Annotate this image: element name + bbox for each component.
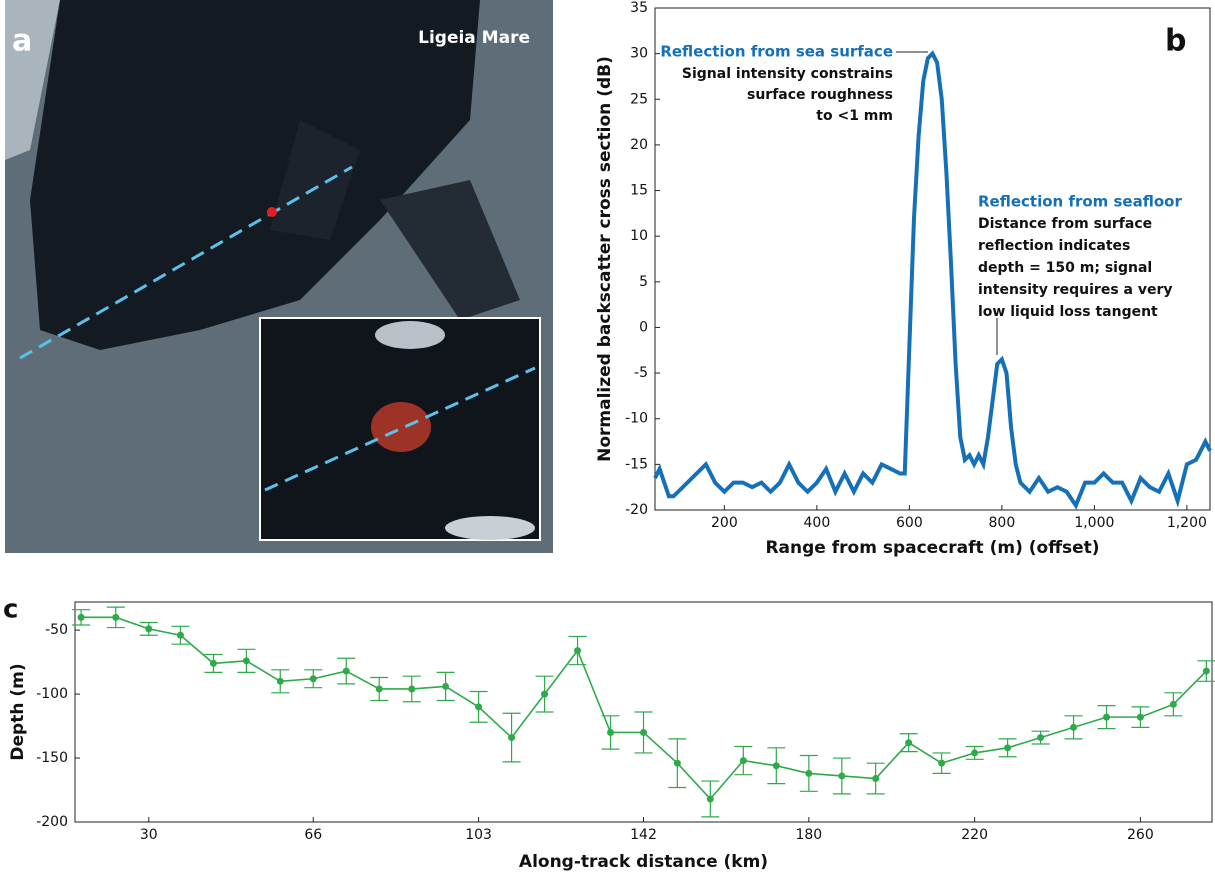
y-tick-label: -5 xyxy=(634,365,648,381)
depth-point xyxy=(145,625,153,633)
depth-point xyxy=(276,677,284,685)
depth-point xyxy=(673,759,681,767)
y-tick-label: -150 xyxy=(36,750,68,766)
inset-blob xyxy=(375,321,445,349)
y-tick-label: -200 xyxy=(36,814,68,830)
y-tick-label: -50 xyxy=(45,622,68,638)
depth-point xyxy=(541,690,549,698)
annotation-title: Reflection from sea surface xyxy=(660,43,893,61)
y-tick-label: -10 xyxy=(625,411,648,427)
x-tick-label: 220 xyxy=(961,827,988,843)
y-tick-label: 20 xyxy=(630,137,648,153)
x-tick-label: 66 xyxy=(304,827,322,843)
depth-point xyxy=(242,657,250,665)
depth-point xyxy=(442,682,450,690)
y-tick-label: 5 xyxy=(639,274,648,290)
depth-point xyxy=(1004,744,1012,752)
inset-track xyxy=(264,366,536,492)
x-axis-label: Along-track distance (km) xyxy=(519,852,768,872)
x-tick-label: 30 xyxy=(140,827,158,843)
annotation-text: Distance from surface xyxy=(978,216,1152,232)
depth-point xyxy=(574,647,582,655)
depth-point xyxy=(971,749,979,757)
sea-arm xyxy=(270,120,360,240)
depth-point xyxy=(475,703,483,711)
image-title: Ligeia Mare xyxy=(418,28,530,48)
depth-point xyxy=(508,734,516,742)
y-tick-label: 10 xyxy=(630,228,648,244)
depth-point xyxy=(342,667,350,675)
depth-point xyxy=(805,769,813,777)
inset-blob xyxy=(445,516,535,540)
track-line xyxy=(19,165,353,360)
x-tick-label: 400 xyxy=(804,515,831,531)
panel-a-image xyxy=(5,0,553,553)
sea-arm xyxy=(380,180,520,320)
depth-point xyxy=(1037,734,1045,742)
depth-point xyxy=(838,772,846,780)
depth-point xyxy=(739,757,747,765)
y-tick-label: -100 xyxy=(36,686,68,702)
x-tick-label: 1,000 xyxy=(1074,515,1114,531)
x-tick-label: 800 xyxy=(989,515,1016,531)
annotation-text: reflection indicates xyxy=(978,238,1130,254)
annotation-text: depth = 150 m; signal xyxy=(978,260,1152,276)
annotation-title: Reflection from seafloor xyxy=(978,193,1182,211)
depth-point xyxy=(209,659,217,667)
footprint xyxy=(371,402,431,452)
depth-point xyxy=(176,631,184,639)
edge-strip xyxy=(5,0,60,160)
y-tick-label: 15 xyxy=(630,183,648,199)
depth-point xyxy=(1070,723,1078,731)
panel-label: b xyxy=(1165,24,1186,59)
x-tick-label: 1,200 xyxy=(1167,515,1207,531)
depth-point xyxy=(706,795,714,803)
y-tick-label: -20 xyxy=(625,502,648,518)
depth-point xyxy=(1202,667,1210,675)
depth-point xyxy=(772,762,780,770)
signal-line xyxy=(653,50,1212,510)
y-axis-label: Depth (m) xyxy=(8,663,28,760)
x-tick-label: 260 xyxy=(1127,827,1154,843)
depth-point xyxy=(1136,713,1144,721)
depth-point xyxy=(77,613,85,621)
x-tick-label: 200 xyxy=(711,515,738,531)
depth-point xyxy=(640,728,647,736)
annotation-text: to <1 mm xyxy=(816,108,893,124)
depth-point xyxy=(1103,713,1111,721)
plot-frame xyxy=(654,7,1211,511)
depth-point xyxy=(905,739,913,747)
annotation-text: Signal intensity constrains xyxy=(682,66,893,82)
y-axis-label: Normalized backscatter cross section (dB… xyxy=(595,56,615,462)
depth-point xyxy=(408,685,416,693)
depth-point xyxy=(1169,700,1177,708)
depth-point xyxy=(309,675,317,683)
annotation-text: surface roughness xyxy=(747,87,893,103)
x-tick-label: 103 xyxy=(465,827,492,843)
x-axis-label: Range from spacecraft (m) (offset) xyxy=(765,538,1099,558)
depth-point xyxy=(938,759,946,767)
y-tick-label: -15 xyxy=(625,456,648,472)
y-tick-label: 0 xyxy=(639,319,648,335)
panel-label: a xyxy=(12,24,32,59)
depth-point xyxy=(872,775,880,783)
y-tick-label: 30 xyxy=(630,46,648,62)
panel-label: c xyxy=(3,595,18,625)
x-tick-label: 142 xyxy=(630,827,657,843)
y-tick-label: 25 xyxy=(630,91,648,107)
y-tick-label: 35 xyxy=(630,0,648,16)
x-tick-label: 600 xyxy=(896,515,923,531)
x-tick-label: 180 xyxy=(795,827,822,843)
track-point xyxy=(267,207,277,217)
depth-point xyxy=(375,685,383,693)
annotation-text: low liquid loss tangent xyxy=(978,304,1158,320)
annotation-text: intensity requires a very xyxy=(978,282,1173,298)
sea xyxy=(30,0,480,350)
depth-line xyxy=(81,616,1207,801)
depth-point xyxy=(607,728,615,736)
depth-point xyxy=(112,613,120,621)
